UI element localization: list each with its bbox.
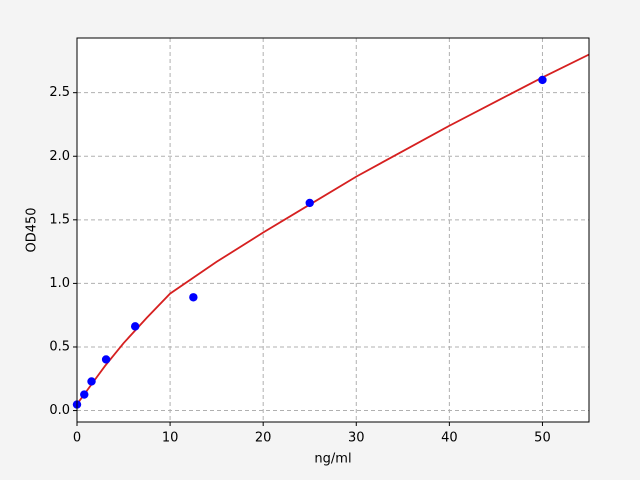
- y-tick-label: 1.0: [49, 276, 70, 291]
- plot-layer: 0 10 20 30 40 50 0.0 0.5 1.0 1.5 2.0 2.5: [49, 38, 589, 446]
- data-point: [101, 355, 111, 364]
- axes-frame: [76, 37, 590, 423]
- x-tick-label: 30: [348, 431, 365, 446]
- x-tick-label: 0: [73, 431, 81, 446]
- data-point: [538, 75, 547, 85]
- data-point: [305, 198, 314, 208]
- y-axis-label: OD450: [25, 207, 40, 252]
- y-tick-label: 2.5: [49, 85, 70, 100]
- x-axis-label: ng/ml: [314, 452, 351, 467]
- y-tick-label: 2.0: [49, 149, 70, 164]
- fit-curve: [77, 53, 589, 405]
- x-tick-label: 10: [162, 431, 179, 446]
- data-point: [80, 390, 89, 399]
- x-tick-label: 40: [441, 431, 458, 446]
- plot-area: [77, 38, 589, 422]
- data-point: [189, 293, 198, 302]
- data-point: [87, 377, 96, 386]
- data-point: [130, 322, 140, 331]
- y-tick-label: 0.5: [49, 339, 70, 354]
- y-tick-label: 1.5: [49, 212, 70, 227]
- x-tick-label: 20: [255, 431, 272, 446]
- y-tick-label: 0.0: [49, 403, 70, 418]
- x-tick-label: 50: [534, 431, 551, 446]
